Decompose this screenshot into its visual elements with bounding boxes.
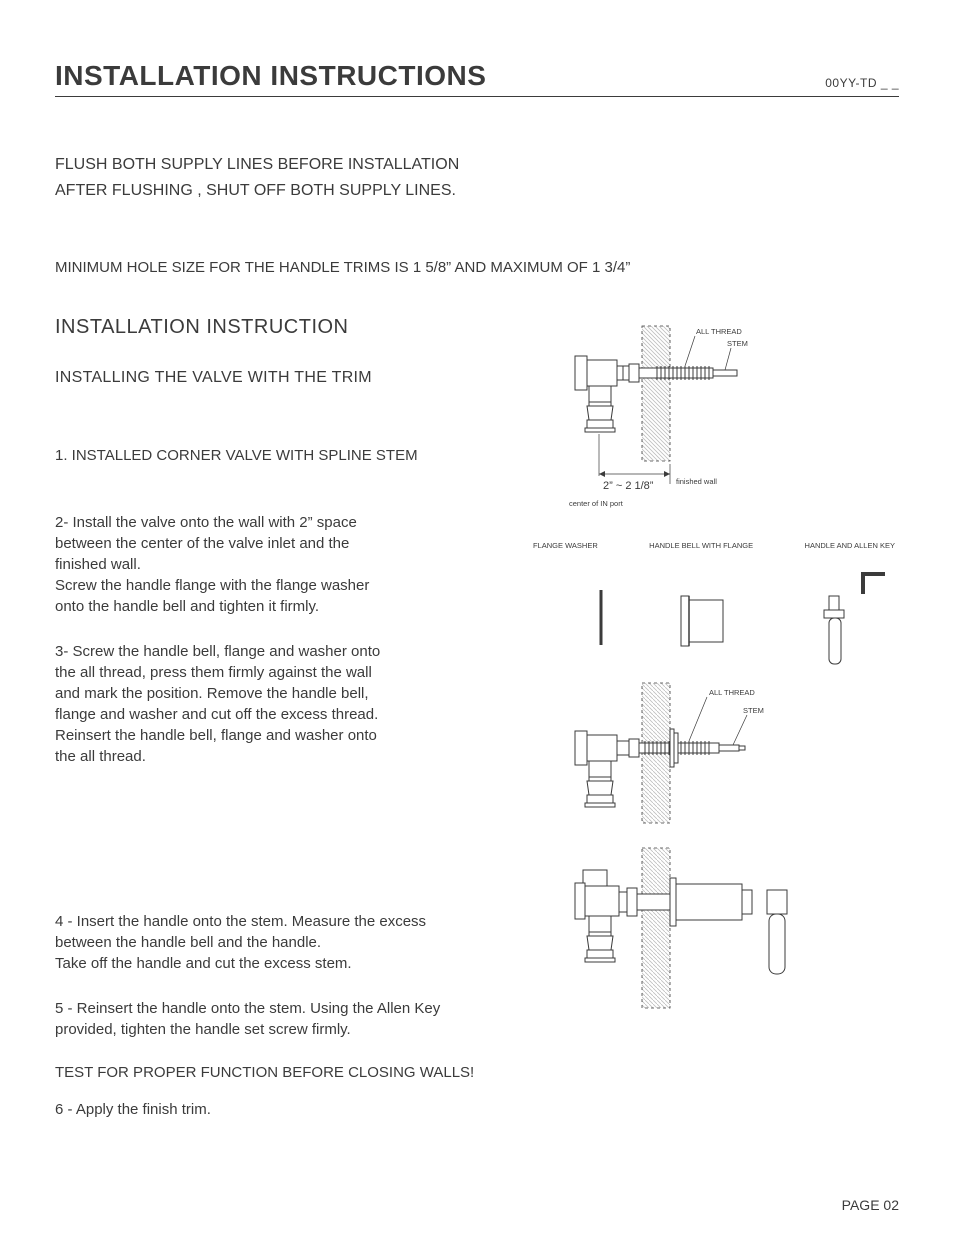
- label-flange-washer: FLANGE WASHER: [533, 541, 598, 550]
- fig1-dim: 2” ~ 2 1/8”: [603, 480, 654, 492]
- section-title: INSTALLATION INSTRUCTION: [55, 316, 509, 339]
- hole-size-note: MINIMUM HOLE SIZE FOR THE HANDLE TRIMS I…: [55, 259, 899, 276]
- figure-parts-row: [529, 550, 899, 670]
- doc-code: 00YY-TD _ _: [825, 76, 899, 90]
- intro-line-2: AFTER FLUSHING , SHUT OFF BOTH SUPPLY LI…: [55, 178, 899, 204]
- label-handle-key: HANDLE AND ALLEN KEY: [805, 541, 895, 550]
- intro-line-1: FLUSH BOTH SUPPLY LINES BEFORE INSTALLAT…: [55, 152, 899, 178]
- figure-3-final: [529, 840, 899, 1020]
- step-4: 4 - Insert the handle onto the stem. Mea…: [55, 911, 509, 974]
- fig1-finished-wall: finished wall: [676, 477, 717, 486]
- fig1-label-stem: STEM: [727, 339, 748, 348]
- step-6: 6 - Apply the finish trim.: [55, 1099, 509, 1120]
- step-3: 3- Screw the handle bell, flange and was…: [55, 641, 509, 767]
- step-2: 2- Install the valve onto the wall with …: [55, 512, 509, 617]
- fig2-label-stem: STEM: [743, 706, 764, 715]
- figure-2-valve-flange: ALL THREAD STEM: [529, 675, 899, 835]
- page-number: PAGE 02: [842, 1197, 899, 1213]
- fig2-label-allthread: ALL THREAD: [709, 688, 755, 697]
- subheading: INSTALLING THE VALVE WITH THE TRIM: [55, 369, 509, 387]
- test-note: TEST FOR PROPER FUNCTION BEFORE CLOSING …: [55, 1064, 509, 1081]
- figure-1-valve-wall: ALL THREAD STEM 2” ~ 2 1/8” finished wal…: [529, 316, 899, 516]
- intro-block: FLUSH BOTH SUPPLY LINES BEFORE INSTALLAT…: [55, 152, 899, 204]
- step-5: 5 - Reinsert the handle onto the stem. U…: [55, 998, 509, 1040]
- step-1: 1. INSTALLED CORNER VALVE WITH SPLINE ST…: [55, 447, 509, 464]
- label-handle-bell: HANDLE BELL WITH FLANGE: [649, 541, 753, 550]
- page-title: INSTALLATION INSTRUCTIONS: [55, 60, 486, 92]
- fig1-center: center of IN port: [569, 499, 624, 508]
- fig1-label-allthread: ALL THREAD: [696, 327, 742, 336]
